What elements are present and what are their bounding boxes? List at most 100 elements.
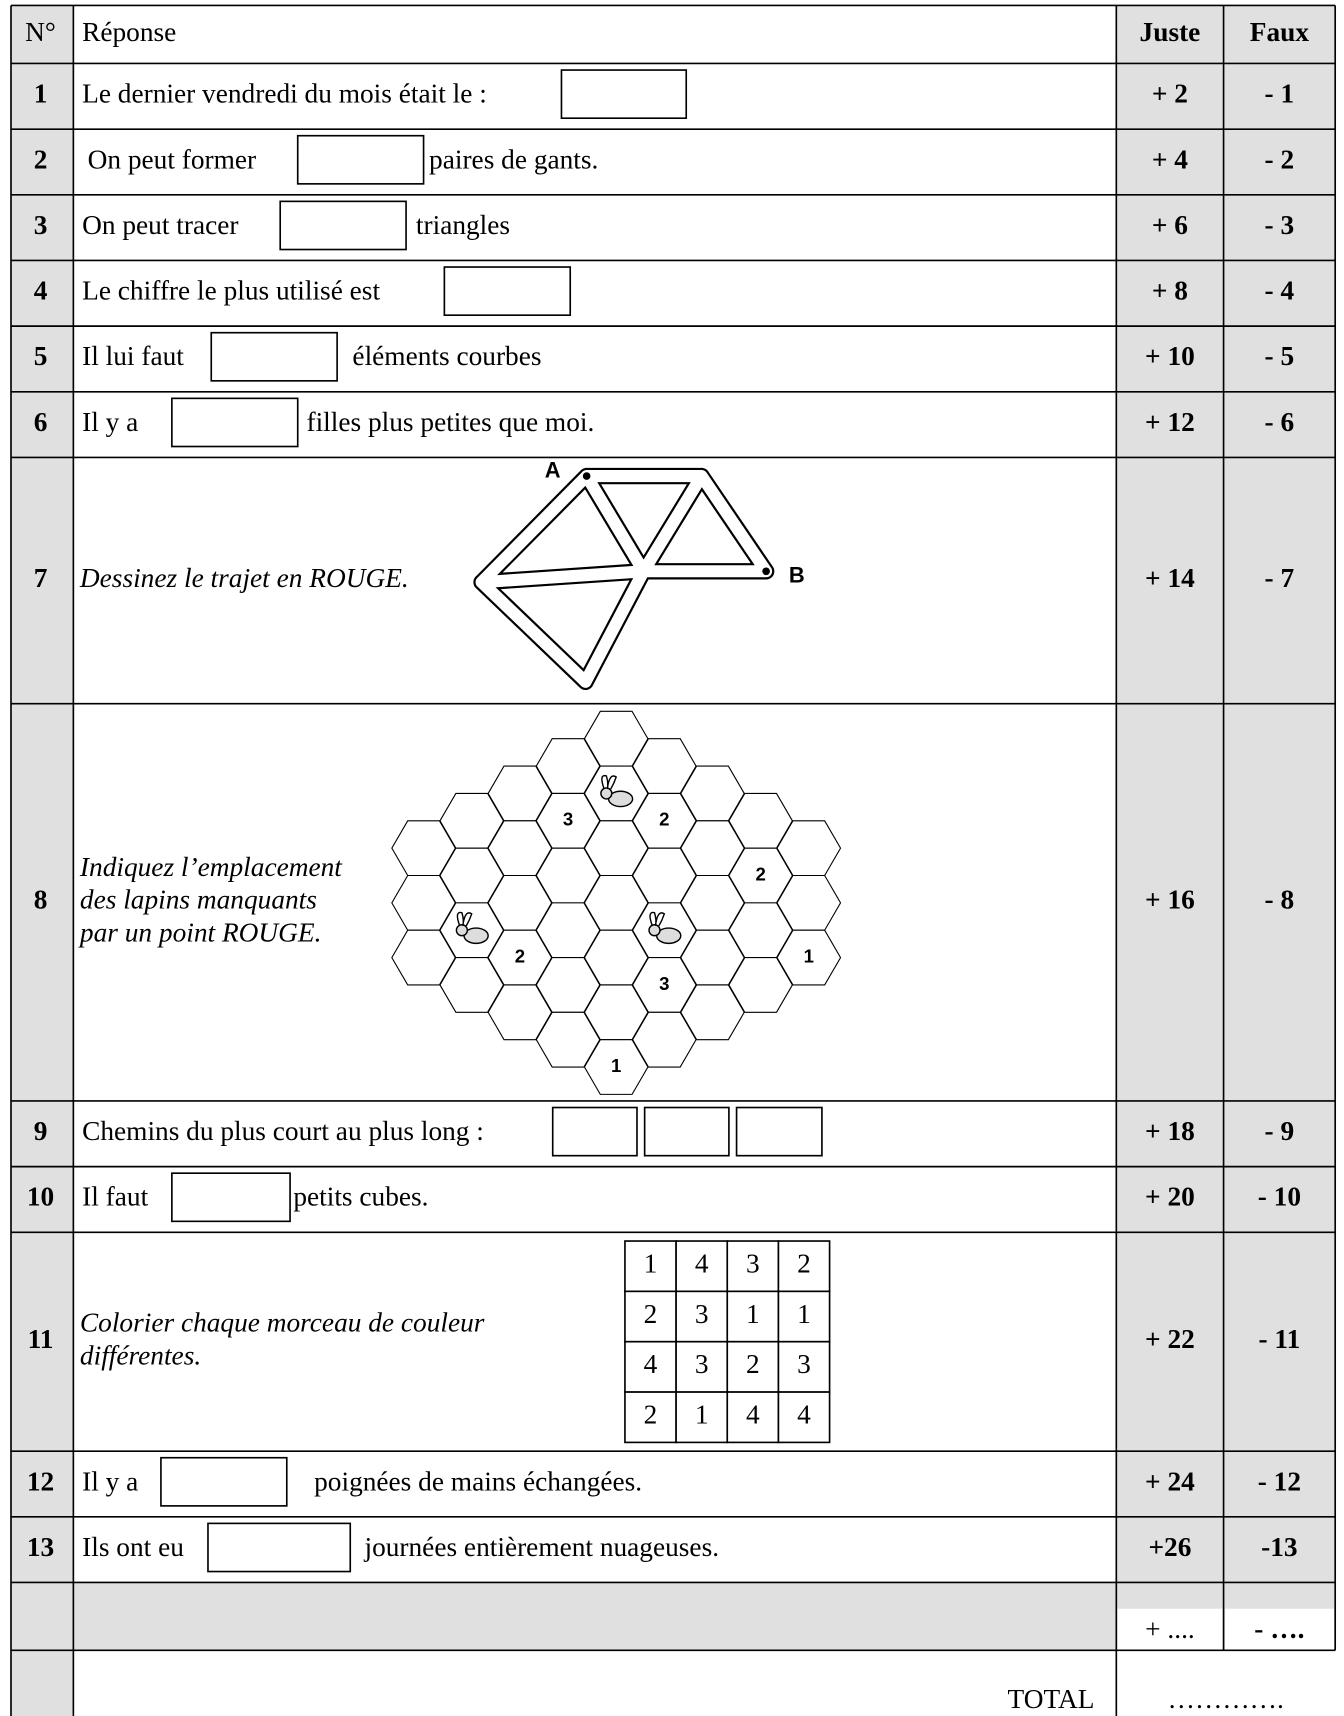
grid-number: 1	[797, 1299, 811, 1329]
answer-box	[643, 1106, 730, 1157]
points-wrong: -13	[1261, 1532, 1297, 1562]
cell-bg	[1116, 1451, 1336, 1517]
cell-bg	[1116, 1100, 1336, 1167]
cell-bg	[1116, 194, 1336, 261]
instruction: des lapins manquants	[80, 885, 317, 915]
answer-text: poignées de mains échangées.	[314, 1466, 642, 1496]
sum-wrong: - ….	[1254, 1614, 1304, 1644]
path-inner	[475, 470, 773, 688]
row-number: 3	[34, 210, 48, 240]
points-correct: + 18	[1145, 1116, 1195, 1146]
grid-number: 4	[644, 1349, 658, 1379]
answer-text: éléments courbes	[352, 341, 541, 371]
grid-cell	[624, 1391, 677, 1444]
cell-bg	[1116, 1232, 1336, 1452]
hex-label: 1	[804, 945, 814, 966]
hex-label: 3	[659, 973, 669, 994]
cell-bg	[10, 457, 74, 704]
cell-bg	[1116, 5, 1336, 64]
point-label: A	[545, 457, 561, 482]
total-label: TOTAL	[1008, 1684, 1095, 1714]
cell-bg	[10, 326, 74, 392]
grid-number: 3	[797, 1349, 811, 1379]
grid-cell	[726, 1290, 780, 1343]
answer-text: petits cubes.	[293, 1182, 428, 1212]
cell-bg	[1116, 326, 1336, 392]
points-wrong: - 6	[1265, 407, 1295, 437]
points-correct: + 12	[1145, 407, 1195, 437]
answer-text: filles plus petites que moi.	[306, 407, 594, 437]
hex-label: 3	[563, 809, 573, 830]
grid-number: 1	[746, 1299, 760, 1329]
cell-bg	[10, 1650, 74, 1716]
answer-text: Il lui faut	[82, 341, 184, 371]
rabbit	[600, 774, 634, 808]
cell-bg	[1116, 63, 1336, 130]
points-correct: + 14	[1145, 563, 1195, 593]
cell-bg	[1116, 391, 1336, 458]
grid-cell	[777, 1290, 831, 1343]
row-number: 9	[34, 1116, 48, 1146]
row-number: 11	[28, 1324, 54, 1354]
cell-bg	[1117, 1608, 1223, 1651]
answer-text: Il y a	[82, 407, 138, 437]
cell-bg	[10, 63, 74, 130]
point	[582, 472, 591, 480]
grid-number: 1	[695, 1400, 709, 1430]
points-wrong: - 1	[1265, 79, 1295, 109]
points-wrong: - 2	[1265, 144, 1295, 174]
header-correct: Juste	[1140, 17, 1201, 47]
grid-number: 4	[746, 1400, 760, 1430]
cell-bg	[10, 1232, 74, 1452]
hex-label: 2	[515, 945, 525, 966]
cell-bg	[10, 391, 74, 458]
answer-text: journées entièrement nuageuses.	[363, 1532, 719, 1562]
grid-number: 1	[644, 1248, 658, 1278]
row-number: 4	[34, 276, 48, 306]
cell-bg	[10, 703, 74, 1101]
points-wrong: - 7	[1265, 563, 1295, 593]
points-wrong: - 3	[1265, 210, 1295, 240]
points-correct: + 10	[1145, 341, 1195, 371]
rabbit	[648, 911, 682, 945]
instruction: Indiquez l’emplacement	[79, 852, 343, 882]
grid-number: 3	[746, 1248, 760, 1278]
instruction: Dessinez le trajet en ROUGE.	[79, 563, 409, 593]
cell-bg	[1116, 1166, 1336, 1233]
instruction: différentes.	[80, 1340, 201, 1370]
grid-number: 2	[644, 1400, 658, 1430]
grid-cell	[675, 1340, 729, 1393]
points-correct: + 20	[1145, 1182, 1195, 1212]
cell-bg	[10, 1100, 74, 1167]
answer-box	[171, 397, 299, 448]
rabbit-head	[455, 924, 469, 937]
answer-text: triangles	[416, 210, 510, 240]
rabbit-ears	[601, 774, 618, 790]
cell-bg	[10, 194, 74, 261]
points-correct: + 6	[1152, 210, 1188, 240]
row-number: 13	[27, 1532, 54, 1562]
sum-correct: + ....	[1145, 1614, 1195, 1644]
grid-number: 3	[695, 1299, 709, 1329]
row-number: 7	[34, 563, 48, 593]
answer-box	[560, 69, 688, 120]
answer-text: On peut former	[88, 144, 257, 174]
hex-label: 2	[659, 809, 669, 830]
answer-box	[279, 200, 407, 251]
cell-bg	[1116, 129, 1336, 195]
row-number: 2	[34, 144, 48, 174]
points-correct: +26	[1148, 1532, 1191, 1562]
answer-text: Il faut	[82, 1182, 148, 1212]
grid-number: 3	[695, 1349, 709, 1379]
answer-box	[210, 331, 338, 382]
answer-box	[207, 1522, 352, 1573]
points-correct: + 8	[1152, 276, 1188, 306]
answer-text: Le chiffre le plus utilisé est	[82, 276, 380, 306]
point	[762, 567, 770, 576]
cell-bg	[10, 1451, 74, 1517]
header-answer: Réponse	[82, 17, 176, 47]
point-label: B	[789, 563, 805, 588]
instruction: par un point ROUGE.	[78, 917, 322, 947]
grid-cell	[777, 1391, 831, 1444]
